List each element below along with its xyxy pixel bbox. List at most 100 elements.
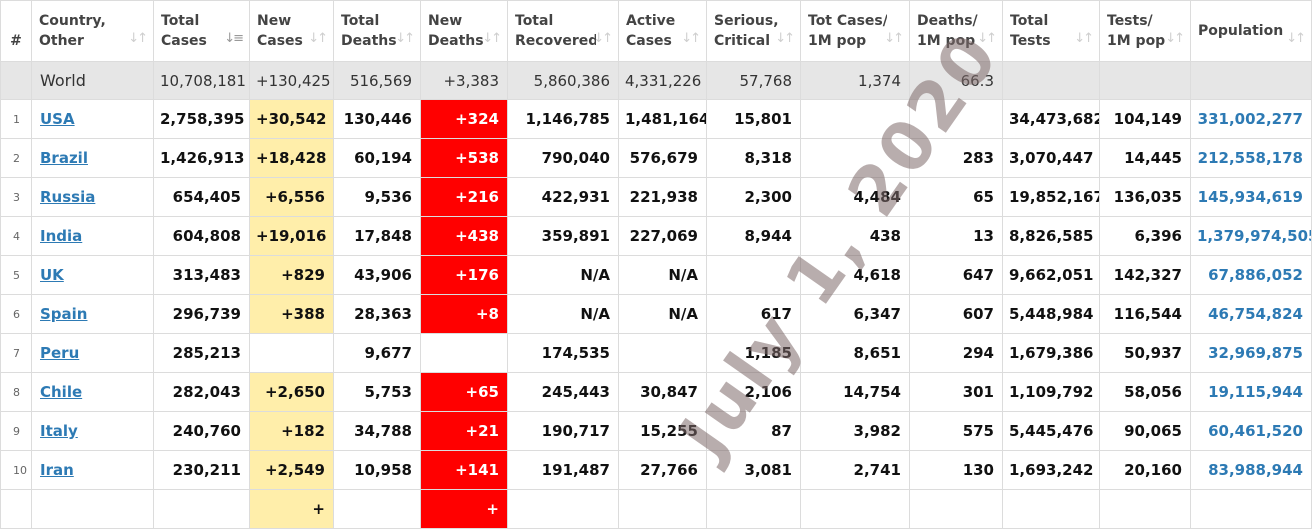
column-header-label: Recovered bbox=[515, 33, 596, 49]
cell-tests-1m: 136,035 bbox=[1099, 177, 1191, 217]
cell-population: 1,379,974,505 bbox=[1190, 216, 1312, 256]
cell-country[interactable] bbox=[31, 489, 154, 529]
column-header-tests-1m[interactable]: Tests/1M pop ↓↑ bbox=[1099, 0, 1191, 62]
country-link[interactable]: Iran bbox=[40, 461, 74, 479]
sort-icon[interactable]: ↓↑ bbox=[884, 31, 904, 46]
cell-country[interactable]: UK bbox=[31, 255, 154, 295]
cell-total-cases: 654,405 bbox=[153, 177, 250, 217]
cell-country[interactable]: Iran bbox=[31, 450, 154, 490]
sort-icon[interactable]: ↓↑ bbox=[128, 31, 148, 46]
column-header-label: Population bbox=[1198, 23, 1284, 39]
column-header-label: Cases bbox=[626, 33, 672, 49]
country-link[interactable]: Brazil bbox=[40, 149, 88, 167]
sort-icon[interactable]: ↓↑ bbox=[775, 31, 795, 46]
table-row: 7 Peru 285,213 9,677 174,535 1,185 8,651 294 1,6… bbox=[0, 333, 1312, 373]
cell-country[interactable]: Chile bbox=[31, 372, 154, 412]
country-link[interactable]: USA bbox=[40, 110, 75, 128]
cell-country[interactable]: USA bbox=[31, 99, 154, 139]
cell-country[interactable]: Spain bbox=[31, 294, 154, 334]
sort-icon[interactable]: ↓↑ bbox=[681, 31, 701, 46]
column-header-total-deaths[interactable]: Total Deaths ↓↑ bbox=[333, 0, 421, 62]
cell-population: 60,461,520 bbox=[1190, 411, 1312, 451]
cell-total-deaths: 130,446 bbox=[333, 99, 421, 139]
cell-population: 83,988,944 bbox=[1190, 450, 1312, 490]
sort-icon[interactable]: ↓↑ bbox=[1074, 31, 1094, 46]
cell-country[interactable]: Brazil bbox=[31, 138, 154, 178]
cell-total-tests: 5,448,984 bbox=[1002, 294, 1100, 334]
table-body: World 10,708,181 +130,425 516,569 +3,383 5,86… bbox=[0, 61, 1312, 529]
cell-country[interactable]: Peru bbox=[31, 333, 154, 373]
country-link[interactable]: Chile bbox=[40, 383, 83, 401]
column-header-total-recovered[interactable]: Total Recovered ↓↑ bbox=[507, 0, 619, 62]
cell-total-tests: 5,445,476 bbox=[1002, 411, 1100, 451]
column-header-label: 1M pop bbox=[808, 33, 867, 49]
column-header-label: Deaths bbox=[428, 33, 484, 49]
cell-total-deaths: 10,958 bbox=[333, 450, 421, 490]
sort-icon[interactable]: ↓↑ bbox=[482, 31, 502, 46]
cell-deaths-1m: 66.3 bbox=[909, 61, 1003, 100]
cell-tot-cases-1m: 4,618 bbox=[800, 255, 910, 295]
cell-tests-1m: 116,544 bbox=[1099, 294, 1191, 334]
sort-icon[interactable]: ↓≡ bbox=[224, 31, 244, 46]
cell-serious-critical: 15,801 bbox=[706, 99, 801, 139]
column-header-deaths-1m[interactable]: Deaths/1M pop ↓↑ bbox=[909, 0, 1003, 62]
cell-population: 67,886,052 bbox=[1190, 255, 1312, 295]
column-header-label: 1M pop bbox=[1107, 33, 1166, 49]
column-header-idx: # bbox=[0, 0, 32, 62]
country-link[interactable]: Italy bbox=[40, 422, 78, 440]
cell-total-recovered: 5,860,386 bbox=[507, 61, 619, 100]
cell-deaths-1m bbox=[909, 99, 1003, 139]
cell-total-deaths: 5,753 bbox=[333, 372, 421, 412]
sort-icon[interactable]: ↓↑ bbox=[593, 31, 613, 46]
country-link[interactable]: India bbox=[40, 227, 83, 245]
column-header-serious-critical[interactable]: Serious, Critical ↓↑ bbox=[706, 0, 801, 62]
cell-country[interactable]: Russia bbox=[31, 177, 154, 217]
cell-tot-cases-1m: 438 bbox=[800, 216, 910, 256]
column-header-active-cases[interactable]: Active Cases ↓↑ bbox=[618, 0, 707, 62]
cell-idx bbox=[0, 489, 32, 529]
cell-total-cases: 1,426,913 bbox=[153, 138, 250, 178]
cell-new-cases: + bbox=[249, 489, 334, 529]
cell-total-deaths: 9,536 bbox=[333, 177, 421, 217]
table-row: + + bbox=[0, 489, 1312, 529]
cell-new-cases: +182 bbox=[249, 411, 334, 451]
sort-icon[interactable]: ↓↑ bbox=[308, 31, 328, 46]
sort-icon[interactable]: ↓↑ bbox=[1286, 31, 1306, 46]
column-header-label: Tot Cases/ bbox=[808, 13, 887, 29]
column-header-total-tests[interactable]: Total Tests ↓↑ bbox=[1002, 0, 1100, 62]
cell-idx: 4 bbox=[0, 216, 32, 256]
column-header-label: Total bbox=[1010, 13, 1049, 29]
cell-idx: 3 bbox=[0, 177, 32, 217]
column-header-country[interactable]: Country, Other ↓↑ bbox=[31, 0, 154, 62]
column-header-label: Total bbox=[341, 13, 380, 29]
column-header-new-cases[interactable]: New Cases ↓↑ bbox=[249, 0, 334, 62]
cell-total-cases bbox=[153, 489, 250, 529]
cell-total-tests: 9,662,051 bbox=[1002, 255, 1100, 295]
cell-total-recovered: N/A bbox=[507, 294, 619, 334]
cell-tests-1m: 142,327 bbox=[1099, 255, 1191, 295]
cell-population: 32,969,875 bbox=[1190, 333, 1312, 373]
cell-population: 331,002,277 bbox=[1190, 99, 1312, 139]
country-link[interactable]: UK bbox=[40, 266, 64, 284]
cell-country[interactable]: Italy bbox=[31, 411, 154, 451]
sort-icon[interactable]: ↓↑ bbox=[1165, 31, 1185, 46]
sort-icon[interactable]: ↓↑ bbox=[977, 31, 997, 46]
cell-tests-1m: 50,937 bbox=[1099, 333, 1191, 373]
column-header-total-cases[interactable]: Total Cases ↓≡ bbox=[153, 0, 250, 62]
country-link[interactable]: Russia bbox=[40, 188, 96, 206]
cell-idx: 7 bbox=[0, 333, 32, 373]
cell-active-cases bbox=[618, 489, 707, 529]
world-total-row: World 10,708,181 +130,425 516,569 +3,383 5,86… bbox=[0, 61, 1312, 100]
column-header-tot-cases-1m[interactable]: Tot Cases/1M pop ↓↑ bbox=[800, 0, 910, 62]
cell-new-cases: +6,556 bbox=[249, 177, 334, 217]
country-link[interactable]: Spain bbox=[40, 305, 88, 323]
sort-icon[interactable]: ↓↑ bbox=[395, 31, 415, 46]
country-link[interactable]: Peru bbox=[40, 344, 80, 362]
cell-total-cases: 2,758,395 bbox=[153, 99, 250, 139]
column-header-new-deaths[interactable]: New Deaths ↓↑ bbox=[420, 0, 508, 62]
cell-country[interactable]: India bbox=[31, 216, 154, 256]
cell-total-recovered: 790,040 bbox=[507, 138, 619, 178]
column-header-population[interactable]: Population ↓↑ bbox=[1190, 0, 1312, 62]
cell-tot-cases-1m: 3,982 bbox=[800, 411, 910, 451]
